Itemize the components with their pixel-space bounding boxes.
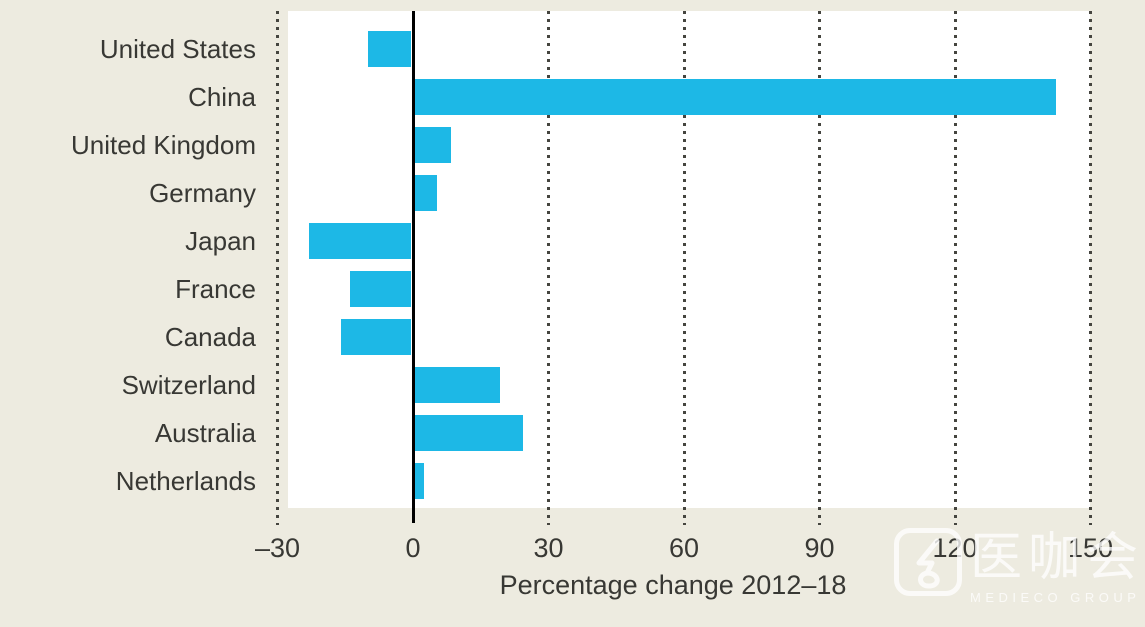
category-label-canada: Canada bbox=[164, 321, 256, 352]
category-label-netherlands: Netherlands bbox=[115, 465, 256, 496]
medieco-logo-icon bbox=[894, 528, 962, 596]
category-label-japan: Japan bbox=[185, 225, 256, 256]
category-label-united-states: United States bbox=[99, 33, 256, 64]
bar-france bbox=[349, 270, 412, 307]
category-label-france: France bbox=[175, 273, 256, 304]
bar-united-kingdom bbox=[414, 126, 451, 163]
zero-axis-line bbox=[411, 11, 415, 523]
x-tick-label-30: 30 bbox=[533, 533, 564, 563]
x-tick-label-90: 90 bbox=[804, 533, 835, 563]
x-axis-label: Percentage change 2012–18 bbox=[499, 570, 847, 600]
gridline--30 bbox=[275, 11, 279, 525]
x-tick-label-0: 0 bbox=[405, 533, 421, 563]
bar-japan bbox=[309, 222, 412, 259]
bar-canada bbox=[340, 318, 412, 355]
category-label-germany: Germany bbox=[149, 177, 256, 208]
watermark-subtext: MEDIECO GROUP bbox=[970, 590, 1141, 605]
bar-germany bbox=[414, 174, 438, 211]
x-tick-label-150: 150 bbox=[1068, 533, 1114, 563]
watermark-brand-text: 医咖会 bbox=[970, 529, 1145, 587]
category-label-united-kingdom: United Kingdom bbox=[71, 129, 256, 160]
watermark: 医咖会 MEDIECO GROUP bbox=[894, 528, 1144, 605]
category-label-china: China bbox=[188, 81, 256, 112]
gridline-90 bbox=[818, 11, 822, 525]
bar-netherlands bbox=[414, 462, 424, 499]
bar-china bbox=[414, 78, 1056, 115]
gridline-30 bbox=[547, 11, 550, 525]
gridline-150 bbox=[1089, 11, 1093, 525]
bar-australia bbox=[414, 414, 523, 451]
bar-united-states bbox=[367, 30, 412, 67]
gridline-60 bbox=[682, 11, 686, 525]
x-tick-label-60: 60 bbox=[668, 533, 700, 563]
x-tick-label--30: –30 bbox=[254, 533, 301, 563]
category-label-switzerland: Switzerland bbox=[121, 369, 256, 400]
bar-switzerland bbox=[414, 366, 501, 403]
gridline-120 bbox=[953, 11, 957, 525]
category-label-australia: Australia bbox=[154, 417, 256, 448]
